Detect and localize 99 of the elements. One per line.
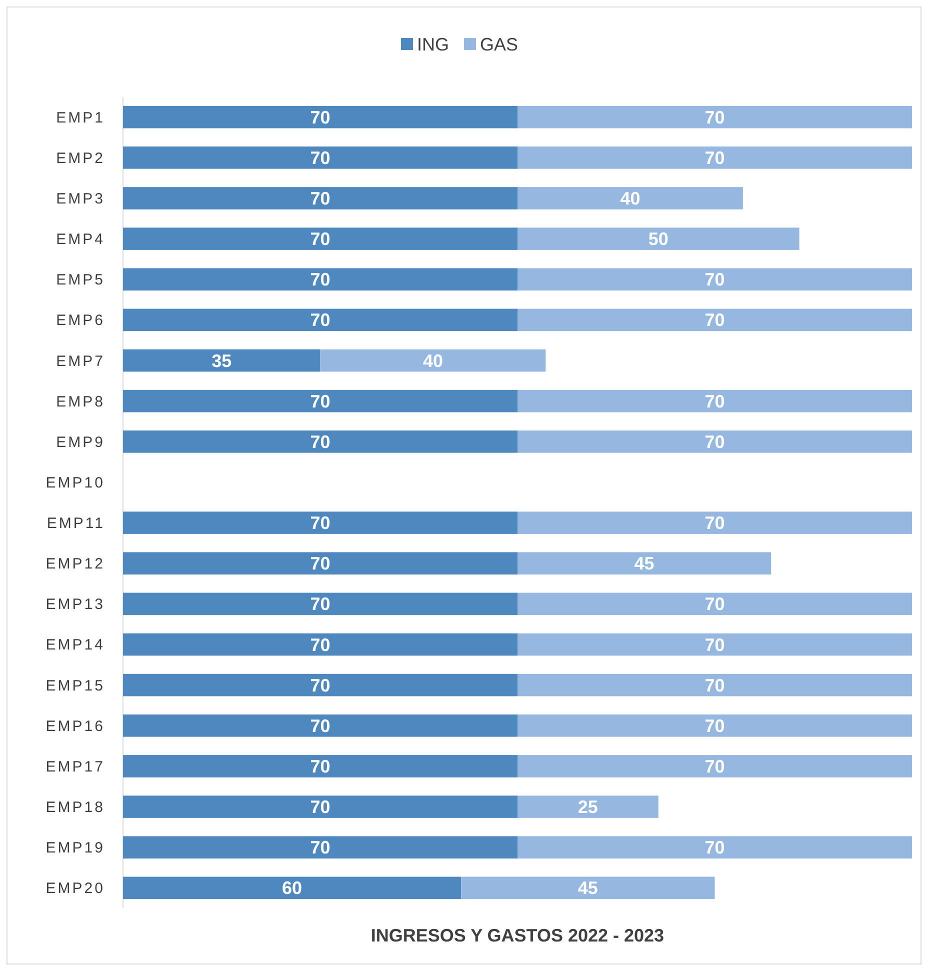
data-label: 40 — [620, 188, 640, 209]
data-label: 70 — [704, 432, 725, 452]
data-label: 70 — [704, 270, 725, 290]
y-tick-label: EMP7 — [56, 352, 105, 370]
data-label: 70 — [310, 675, 330, 696]
bar — [123, 349, 320, 372]
bar — [518, 836, 912, 859]
y-tick-label: EMP6 — [56, 312, 105, 330]
bar — [123, 755, 518, 778]
bar — [518, 430, 912, 453]
legend-label: ING — [417, 34, 450, 54]
data-label: 70 — [310, 634, 330, 655]
data-label: 70 — [704, 107, 725, 128]
bar — [518, 796, 658, 818]
bar — [123, 552, 518, 575]
bar — [123, 146, 518, 169]
bar — [518, 674, 912, 696]
bar — [123, 796, 518, 818]
bar — [518, 187, 743, 210]
data-label: 60 — [282, 878, 302, 898]
y-tick-label: EMP14 — [46, 636, 105, 654]
text: INGRESOS Y GASTOS 2022 - 2023 — [370, 925, 664, 946]
y-tick-label: EMP16 — [46, 718, 105, 735]
legend-label: GAS — [480, 34, 518, 54]
data-label: 70 — [310, 148, 330, 168]
data-label: 70 — [704, 391, 725, 412]
data-label: 70 — [310, 270, 330, 290]
bar — [518, 512, 912, 534]
bar — [518, 633, 912, 656]
bar — [518, 308, 912, 332]
y-tick-label: EMP10 — [46, 474, 105, 492]
bar — [518, 268, 912, 291]
data-label: 70 — [310, 513, 330, 534]
data-label: 70 — [310, 554, 330, 574]
y-tick-label: EMP20 — [46, 880, 105, 898]
bar — [123, 512, 518, 534]
bar — [518, 592, 912, 616]
bar — [123, 308, 518, 332]
data-label: 70 — [704, 838, 725, 858]
bar — [320, 349, 546, 372]
data-label: 70 — [704, 513, 725, 534]
data-label: 50 — [648, 229, 668, 250]
y-tick-label: EMP13 — [46, 596, 105, 614]
data-label: 70 — [310, 797, 330, 818]
y-tick-label: EMP3 — [56, 190, 105, 208]
data-label: 70 — [310, 838, 330, 858]
data-label: 70 — [704, 675, 725, 696]
data-label: 70 — [310, 107, 330, 128]
y-tick-label: EMP19 — [46, 840, 105, 857]
bar — [123, 592, 518, 616]
data-label: 45 — [578, 878, 598, 898]
data-label: 70 — [310, 594, 330, 614]
y-tick-label: EMP17 — [46, 758, 105, 776]
bar — [123, 633, 518, 656]
bar — [461, 876, 715, 900]
y-tick-label: EMP11 — [46, 515, 105, 532]
bar — [123, 430, 518, 453]
bar — [123, 268, 518, 291]
y-tick-label: EMP9 — [56, 434, 105, 451]
y-tick-label: EMP18 — [46, 799, 105, 816]
bar — [518, 106, 912, 128]
y-tick-label: EMP15 — [46, 677, 105, 694]
y-tick-label: EMP5 — [56, 272, 105, 289]
data-label: 70 — [310, 432, 330, 452]
data-label: 70 — [704, 634, 725, 655]
data-label: 25 — [578, 797, 598, 818]
data-label: 70 — [704, 148, 725, 168]
data-label: 70 — [310, 391, 330, 412]
bar — [123, 876, 462, 900]
data-label: 35 — [212, 350, 232, 371]
data-label: 40 — [422, 350, 443, 371]
data-label: 70 — [310, 756, 330, 777]
bar — [123, 106, 518, 128]
bar — [123, 836, 518, 859]
data-label: 70 — [704, 756, 725, 777]
bar — [518, 714, 912, 737]
bar — [123, 187, 518, 210]
y-tick-label: EMP2 — [56, 150, 105, 167]
y-tick-label: EMP4 — [56, 231, 105, 248]
y-tick-label: EMP12 — [46, 556, 105, 573]
data-label: 70 — [310, 310, 330, 330]
bar — [123, 228, 518, 250]
data-label: 70 — [704, 716, 725, 736]
bar — [518, 390, 912, 412]
bar — [518, 146, 912, 169]
bar — [123, 674, 518, 696]
bar — [518, 755, 912, 778]
bar — [123, 714, 518, 737]
data-label: 45 — [634, 554, 654, 574]
data-label: 70 — [310, 188, 330, 209]
y-tick-label: EMP1 — [56, 109, 105, 126]
data-label: 70 — [310, 229, 330, 250]
data-label: 70 — [704, 310, 725, 330]
bar — [518, 228, 800, 250]
bar — [123, 390, 518, 412]
data-label: 70 — [704, 594, 725, 614]
bar — [518, 552, 772, 575]
data-label: 70 — [310, 716, 330, 736]
y-tick-label: EMP8 — [56, 393, 105, 410]
